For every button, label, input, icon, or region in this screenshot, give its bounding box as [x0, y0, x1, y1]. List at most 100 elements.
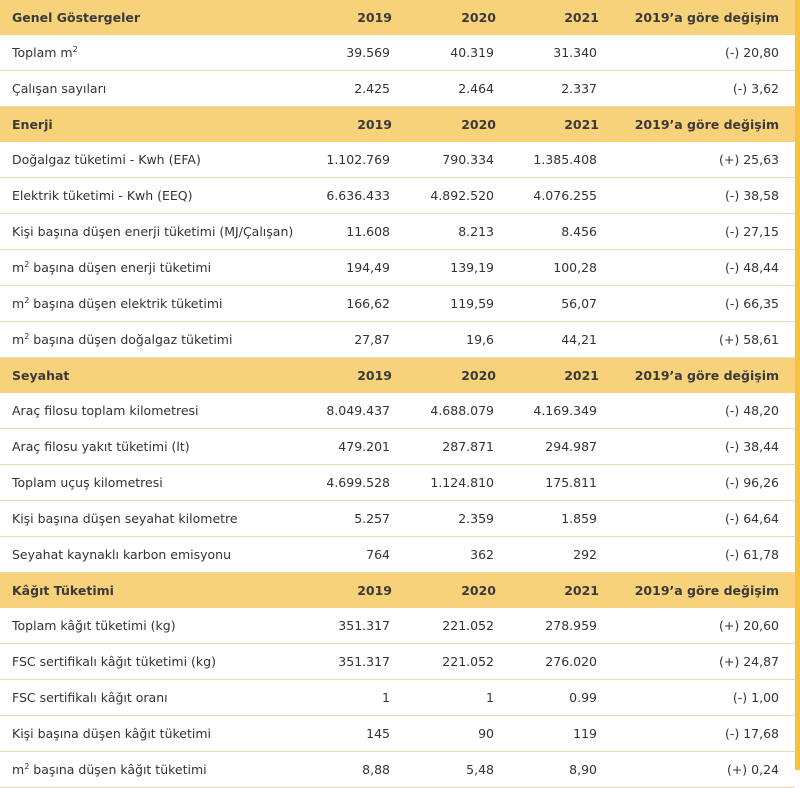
year-value-cell: 479.201 [299, 428, 400, 465]
year-header: 2019 [299, 0, 400, 35]
row-label: Toplam m2 [0, 35, 299, 71]
year-header: 2019 [299, 106, 400, 142]
change-cell: (+) 25,63 [607, 142, 795, 178]
year-value-cell: 292 [504, 536, 607, 573]
row-label-text: başına düşen doğalgaz tüketimi [29, 332, 233, 347]
change-cell: (-) 3,62 [607, 70, 795, 107]
change-cell: (-) 48,44 [607, 249, 795, 286]
year-value-cell: 1.859 [504, 500, 607, 537]
year-value-cell: 278.959 [504, 608, 607, 644]
year-value-cell: 145 [299, 715, 400, 752]
row-label: Kişi başına düşen enerji tüketimi (MJ/Ça… [0, 213, 299, 250]
row-label: Toplam uçuş kilometresi [0, 464, 299, 501]
year-header: 2019 [299, 357, 400, 393]
year-header: 2019 [299, 572, 400, 608]
year-value-cell: 221.052 [400, 608, 504, 644]
table-row: Kişi başına düşen enerji tüketimi (MJ/Ça… [0, 213, 795, 250]
table-row: Seyahat kaynaklı karbon emisyonu 764 362 29… [0, 536, 795, 573]
row-label-text: başına düşen elektrik tüketimi [29, 296, 223, 311]
year-header: 2021 [504, 572, 607, 608]
row-label: Kişi başına düşen kâğıt tüketimi [0, 715, 299, 752]
row-label-text: Çalışan sayıları [12, 81, 107, 96]
year-value-cell: 8.049.437 [299, 393, 400, 429]
year-header: 2021 [504, 106, 607, 142]
row-label-text: Araç filosu toplam kilometresi [12, 403, 199, 418]
year-value-cell: 6.636.433 [299, 177, 400, 214]
year-value-cell: 19,6 [400, 321, 504, 358]
unit-exponent: 2 [24, 332, 30, 341]
row-label: Kişi başına düşen seyahat kilometre [0, 500, 299, 537]
table-row: m2 başına düşen elektrik tüketimi 166,62 1… [0, 285, 795, 322]
table-row: Toplam m2 39.569 40.319 31.340 (-) 20,80 [0, 35, 795, 71]
change-cell: (-) 38,44 [607, 428, 795, 465]
row-label-text: Kişi başına düşen seyahat kilometre [12, 511, 238, 526]
unit-exponent: 2 [24, 296, 30, 305]
table-row: Elektrik tüketimi - Kwh (EEQ) 6.636.433 4.… [0, 177, 795, 214]
section-header-row: Enerji 2019 2020 2021 2019’a göre değişim [0, 106, 795, 142]
year-value-cell: 1.102.769 [299, 142, 400, 178]
year-value-cell: 11.608 [299, 213, 400, 250]
change-header: 2019’a göre değişim [607, 357, 795, 393]
row-label: Toplam kâğıt tüketimi (kg) [0, 608, 299, 644]
year-header: 2021 [504, 357, 607, 393]
year-value-cell: 351.317 [299, 643, 400, 680]
year-value-cell: 4.892.520 [400, 177, 504, 214]
change-header: 2019’a göre değişim [607, 106, 795, 142]
row-label-text: Toplam m [12, 45, 73, 60]
section-header-row: Kâğıt Tüketimi 2019 2020 2021 2019’a göre de… [0, 572, 795, 608]
unit-m: m [12, 260, 25, 275]
row-label-text: Kişi başına düşen enerji tüketimi (MJ/Ça… [12, 224, 294, 239]
table-row: FSC sertifikalı kâğıt oranı 1 1 0.99 (-) 1,0… [0, 679, 795, 716]
year-value-cell: 4.169.349 [504, 393, 607, 429]
year-value-cell: 40.319 [400, 35, 504, 71]
change-cell: (-) 38,58 [607, 177, 795, 214]
change-cell: (-) 96,26 [607, 464, 795, 501]
year-value-cell: 4.688.079 [400, 393, 504, 429]
change-header: 2019’a göre değişim [607, 0, 795, 35]
row-label: Araç filosu toplam kilometresi [0, 393, 299, 429]
table-row: Doğalgaz tüketimi - Kwh (EFA) 1.102.769 79… [0, 142, 795, 178]
year-value-cell: 1 [299, 679, 400, 716]
year-value-cell: 0.99 [504, 679, 607, 716]
row-label-text: Kişi başına düşen kâğıt tüketimi [12, 726, 212, 741]
section-title: Kâğıt Tüketimi [0, 572, 299, 608]
year-value-cell: 790.334 [400, 142, 504, 178]
row-label-text: Araç filosu yakıt tüketimi (lt) [12, 439, 190, 454]
change-cell: (+) 58,61 [607, 321, 795, 358]
table-row: Kişi başına düşen kâğıt tüketimi 145 90 119… [0, 715, 795, 752]
row-label: FSC sertifikalı kâğıt oranı [0, 679, 299, 716]
unit-exponent: 2 [24, 762, 30, 771]
accent-edge-bar [795, 0, 800, 770]
year-value-cell: 2.464 [400, 70, 504, 107]
year-value-cell: 8.456 [504, 213, 607, 250]
year-value-cell: 764 [299, 536, 400, 573]
year-header: 2020 [400, 572, 504, 608]
unit-exponent: 2 [24, 260, 30, 269]
change-cell: (-) 1,00 [607, 679, 795, 716]
year-value-cell: 166,62 [299, 285, 400, 322]
year-value-cell: 194,49 [299, 249, 400, 286]
year-value-cell: 2.425 [299, 70, 400, 107]
row-label: Çalışan sayıları [0, 70, 299, 107]
row-label: Elektrik tüketimi - Kwh (EEQ) [0, 177, 299, 214]
year-value-cell: 139,19 [400, 249, 504, 286]
year-value-cell: 39.569 [299, 35, 400, 71]
section-title: Seyahat [0, 357, 299, 393]
section-header-row: Genel Göstergeler 2019 2020 2021 2019’a göre… [0, 0, 795, 35]
year-value-cell: 2.337 [504, 70, 607, 107]
table-row: Çalışan sayıları 2.425 2.464 2.337 (-) 3,62 [0, 70, 795, 107]
table-row: Araç filosu toplam kilometresi 8.049.437 4… [0, 393, 795, 429]
year-header: 2020 [400, 106, 504, 142]
year-value-cell: 44,21 [504, 321, 607, 358]
year-value-cell: 294.987 [504, 428, 607, 465]
year-value-cell: 276.020 [504, 643, 607, 680]
row-label: FSC sertifikalı kâğıt tüketimi (kg) [0, 643, 299, 680]
table-row: Toplam uçuş kilometresi 4.699.528 1.124.81… [0, 464, 795, 501]
table-row: Toplam kâğıt tüketimi (kg) 351.317 221.052… [0, 608, 795, 644]
change-cell: (+) 20,60 [607, 608, 795, 644]
row-label-text: FSC sertifikalı kâğıt oranı [12, 690, 168, 705]
row-label-text: Elektrik tüketimi - Kwh (EEQ) [12, 188, 193, 203]
section-title: Genel Göstergeler [0, 0, 299, 35]
